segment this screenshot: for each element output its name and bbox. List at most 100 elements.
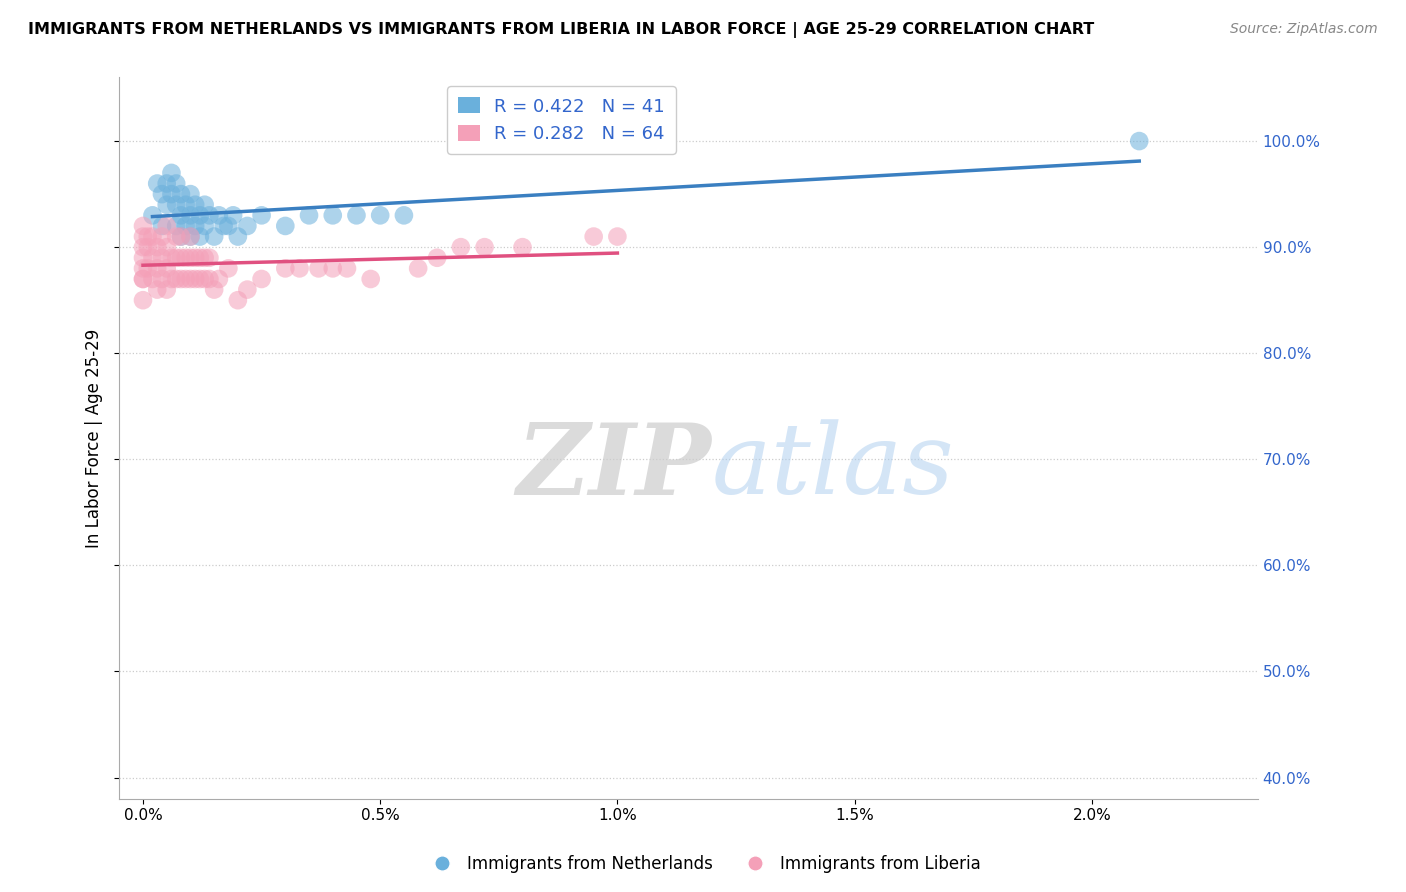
Point <box>132 240 155 254</box>
Point <box>346 208 368 222</box>
Point <box>174 272 197 286</box>
Point <box>165 251 187 265</box>
Point <box>274 261 297 276</box>
Point <box>1128 134 1150 148</box>
Point <box>194 272 217 286</box>
Point <box>179 229 201 244</box>
Point <box>188 208 211 222</box>
Point <box>194 251 217 265</box>
Point <box>226 229 249 244</box>
Point <box>132 219 155 233</box>
Point <box>198 272 221 286</box>
Point <box>150 187 173 202</box>
Point <box>136 261 159 276</box>
Point <box>150 219 173 233</box>
Point <box>146 283 169 297</box>
Point <box>217 219 239 233</box>
Point <box>160 187 183 202</box>
Point <box>194 219 217 233</box>
Point <box>360 272 382 286</box>
Point <box>606 229 628 244</box>
Point <box>165 198 187 212</box>
Point <box>179 208 201 222</box>
Point <box>336 261 359 276</box>
Point <box>170 229 193 244</box>
Legend: Immigrants from Netherlands, Immigrants from Liberia: Immigrants from Netherlands, Immigrants … <box>419 848 987 880</box>
Point <box>217 261 239 276</box>
Point <box>188 229 211 244</box>
Point <box>141 272 163 286</box>
Point <box>298 208 321 222</box>
Point <box>146 240 169 254</box>
Point <box>156 219 179 233</box>
Point <box>146 177 169 191</box>
Point <box>250 272 273 286</box>
Point <box>202 283 225 297</box>
Point <box>406 261 429 276</box>
Point <box>170 208 193 222</box>
Point <box>208 272 231 286</box>
Point <box>132 261 155 276</box>
Point <box>392 208 415 222</box>
Y-axis label: In Labor Force | Age 25-29: In Labor Force | Age 25-29 <box>86 328 103 548</box>
Point <box>141 229 163 244</box>
Point <box>474 240 496 254</box>
Point <box>150 251 173 265</box>
Point <box>184 219 207 233</box>
Point <box>188 272 211 286</box>
Point <box>450 240 472 254</box>
Point <box>194 198 217 212</box>
Point <box>165 219 187 233</box>
Point <box>150 229 173 244</box>
Point <box>426 251 449 265</box>
Point <box>226 293 249 308</box>
Point <box>174 219 197 233</box>
Point <box>136 229 159 244</box>
Point <box>179 251 201 265</box>
Point <box>150 272 173 286</box>
Point <box>179 187 201 202</box>
Point <box>308 261 330 276</box>
Point <box>141 208 163 222</box>
Point <box>165 229 187 244</box>
Point <box>222 208 245 222</box>
Point <box>368 208 391 222</box>
Point <box>165 177 187 191</box>
Point <box>184 198 207 212</box>
Text: Source: ZipAtlas.com: Source: ZipAtlas.com <box>1230 22 1378 37</box>
Point <box>156 283 179 297</box>
Point <box>160 272 183 286</box>
Legend: R = 0.422   N = 41, R = 0.282   N = 64: R = 0.422 N = 41, R = 0.282 N = 64 <box>447 87 675 153</box>
Point <box>156 261 179 276</box>
Point <box>179 229 201 244</box>
Point <box>132 272 155 286</box>
Point <box>198 208 221 222</box>
Point <box>156 177 179 191</box>
Point <box>136 240 159 254</box>
Point <box>322 261 344 276</box>
Point <box>141 251 163 265</box>
Point <box>202 229 225 244</box>
Point <box>170 251 193 265</box>
Point <box>146 261 169 276</box>
Point <box>170 229 193 244</box>
Text: IMMIGRANTS FROM NETHERLANDS VS IMMIGRANTS FROM LIBERIA IN LABOR FORCE | AGE 25-2: IMMIGRANTS FROM NETHERLANDS VS IMMIGRANT… <box>28 22 1094 38</box>
Point <box>184 251 207 265</box>
Point <box>156 198 179 212</box>
Point <box>174 251 197 265</box>
Point <box>208 208 231 222</box>
Point <box>212 219 235 233</box>
Point <box>156 240 179 254</box>
Point <box>322 208 344 222</box>
Point <box>184 272 207 286</box>
Point <box>170 272 193 286</box>
Point <box>274 219 297 233</box>
Point <box>236 219 259 233</box>
Point <box>250 208 273 222</box>
Text: atlas: atlas <box>711 419 955 515</box>
Point <box>179 272 201 286</box>
Point <box>188 251 211 265</box>
Point <box>160 251 183 265</box>
Point <box>165 272 187 286</box>
Point <box>160 166 183 180</box>
